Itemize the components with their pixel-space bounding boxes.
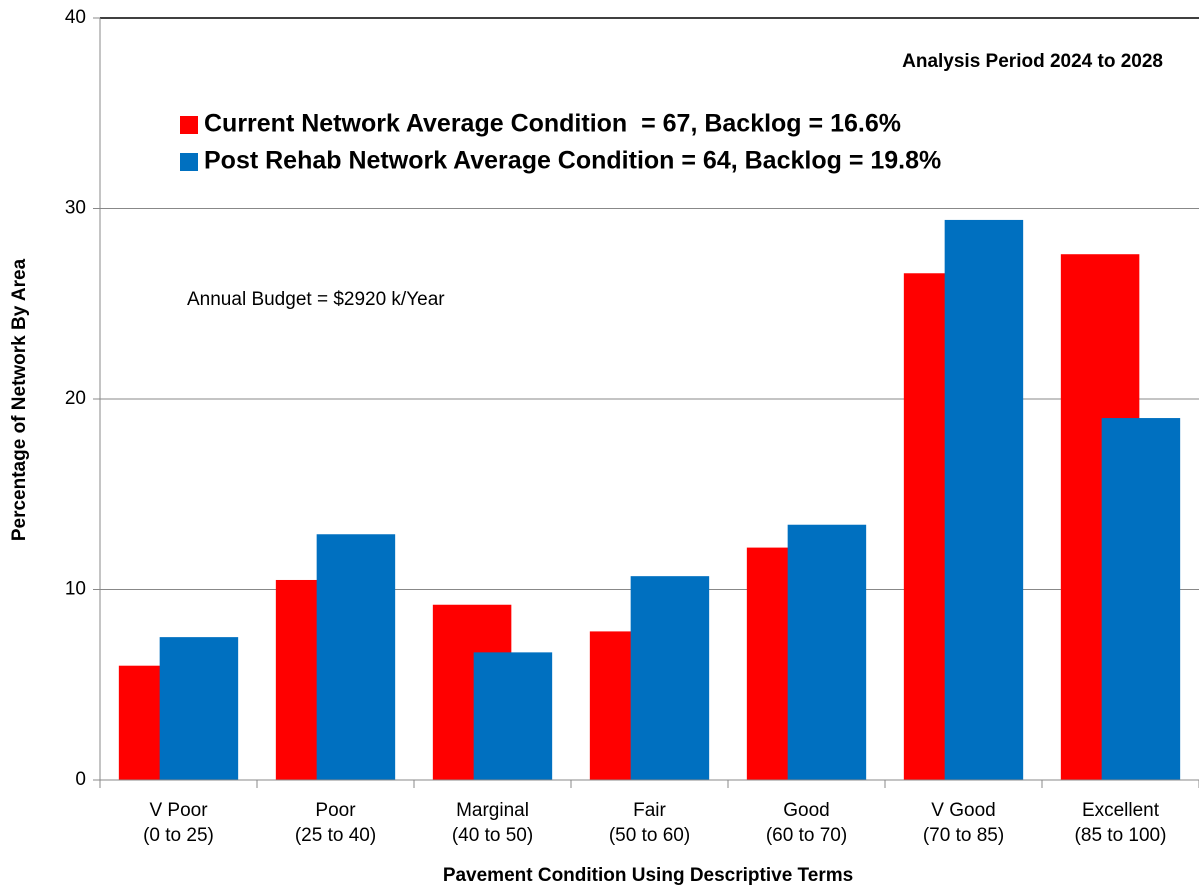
x-tick-label: (70 to 85): [923, 825, 1004, 846]
y-tick-label: 0: [75, 769, 86, 790]
x-tick-label: (50 to 60): [609, 825, 690, 846]
x-tick-label: Poor: [315, 800, 356, 821]
legend-swatch: [180, 153, 198, 171]
x-tick-label: V Poor: [149, 800, 208, 821]
x-tick-label: (85 to 100): [1075, 825, 1167, 846]
x-tick-label: (40 to 50): [452, 825, 533, 846]
x-tick-label: V Good: [931, 800, 995, 821]
bar: [944, 219, 1024, 780]
bar: [630, 576, 710, 780]
annotation: Analysis Period 2024 to 2028: [902, 51, 1163, 72]
bar: [473, 652, 553, 780]
x-tick-label: Fair: [633, 800, 666, 821]
x-axis-title: Pavement Condition Using Descriptive Ter…: [443, 865, 853, 886]
x-tick-label: Good: [783, 800, 829, 821]
y-tick-label: 30: [65, 198, 86, 219]
x-tick-label: Excellent: [1082, 800, 1160, 821]
y-axis-title: Percentage of Network By Area: [9, 258, 30, 541]
y-tick-label: 10: [65, 579, 86, 600]
x-tick-label: (0 to 25): [143, 825, 214, 846]
x-tick-label: (25 to 40): [295, 825, 376, 846]
legend-label: Post Rehab Network Average Condition = 6…: [204, 147, 941, 175]
y-tick-label: 40: [65, 7, 86, 28]
bar: [316, 534, 396, 780]
annotation: Annual Budget = $2920 k/Year: [187, 289, 445, 310]
x-tick-label: (60 to 70): [766, 825, 847, 846]
legend-swatch: [180, 116, 198, 134]
x-tick-label: Marginal: [456, 800, 529, 821]
bar: [159, 637, 239, 780]
bar: [787, 524, 867, 780]
y-tick-label: 20: [65, 388, 86, 409]
bar: [1101, 418, 1181, 780]
legend-label: Current Network Average Condition = 67, …: [204, 110, 901, 138]
